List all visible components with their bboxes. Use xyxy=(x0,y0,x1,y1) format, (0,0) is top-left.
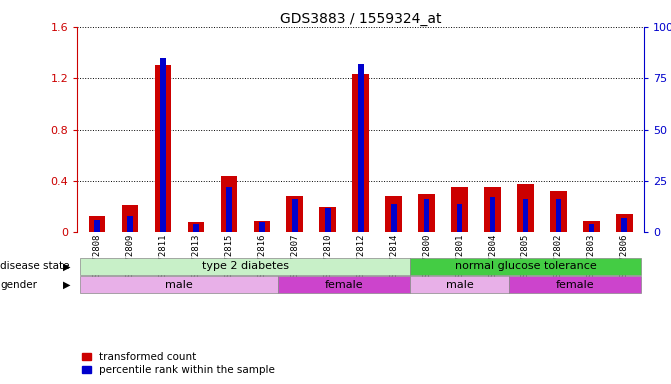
Bar xyxy=(89,216,105,232)
Bar xyxy=(457,204,462,232)
Text: female: female xyxy=(325,280,364,290)
Bar xyxy=(81,276,278,293)
Bar xyxy=(616,214,633,232)
Bar xyxy=(188,222,204,232)
Bar xyxy=(391,204,397,232)
Bar xyxy=(523,199,528,232)
Bar xyxy=(127,216,133,232)
Text: ▶: ▶ xyxy=(63,280,70,290)
Bar xyxy=(160,58,166,232)
Bar xyxy=(358,64,364,232)
Bar xyxy=(484,187,501,232)
Text: disease state: disease state xyxy=(0,262,70,271)
Text: female: female xyxy=(556,280,595,290)
Bar xyxy=(517,184,533,232)
Bar xyxy=(410,258,641,275)
Bar xyxy=(226,187,231,232)
Bar xyxy=(325,208,331,232)
Bar xyxy=(94,220,100,232)
Text: male: male xyxy=(166,280,193,290)
Text: normal glucose tolerance: normal glucose tolerance xyxy=(455,262,597,271)
Bar xyxy=(292,199,298,232)
Title: GDS3883 / 1559324_at: GDS3883 / 1559324_at xyxy=(280,12,442,26)
Bar xyxy=(81,258,410,275)
Bar xyxy=(193,224,199,232)
Bar xyxy=(556,199,562,232)
Bar xyxy=(385,196,402,232)
Bar xyxy=(583,221,600,232)
Bar xyxy=(418,194,435,232)
Text: male: male xyxy=(446,280,474,290)
Bar xyxy=(550,191,567,232)
Bar xyxy=(319,207,336,232)
Bar xyxy=(154,65,171,232)
Bar xyxy=(588,224,595,232)
Bar xyxy=(259,222,264,232)
Bar xyxy=(352,74,369,232)
Bar xyxy=(490,197,495,232)
Bar xyxy=(254,221,270,232)
Bar xyxy=(410,276,509,293)
Bar xyxy=(509,276,641,293)
Bar xyxy=(221,176,237,232)
Bar xyxy=(287,196,303,232)
Bar xyxy=(452,187,468,232)
Legend: transformed count, percentile rank within the sample: transformed count, percentile rank withi… xyxy=(83,352,275,375)
Bar xyxy=(621,218,627,232)
Text: ▶: ▶ xyxy=(63,262,70,271)
Bar xyxy=(121,205,138,232)
Bar xyxy=(423,199,429,232)
Text: gender: gender xyxy=(0,280,37,290)
Bar xyxy=(278,276,410,293)
Text: type 2 diabetes: type 2 diabetes xyxy=(202,262,289,271)
